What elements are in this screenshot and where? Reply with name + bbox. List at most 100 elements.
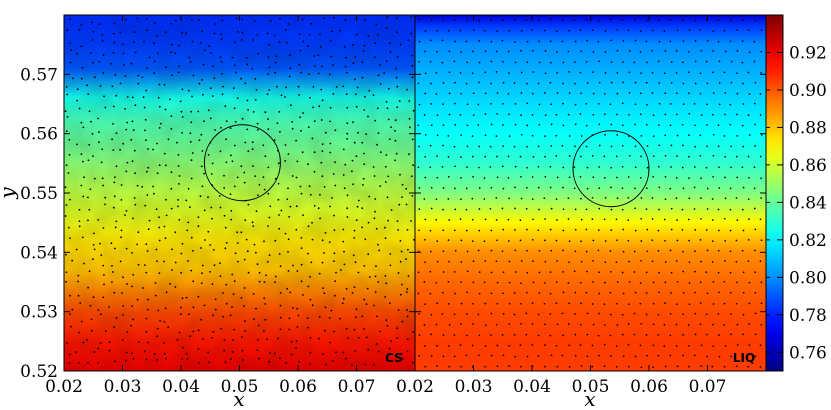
cs-particle — [213, 32, 216, 35]
liq-particle — [603, 365, 606, 368]
cs-particle — [278, 227, 281, 230]
liq-particle — [694, 333, 697, 336]
cs-particle — [410, 175, 413, 178]
liq-particle — [651, 239, 654, 242]
cs-particle — [346, 216, 349, 218]
cs-particle — [212, 249, 215, 251]
liq-particle — [669, 103, 672, 105]
liq-particle — [585, 228, 588, 231]
liq-particle — [526, 186, 528, 189]
liq-particle — [663, 323, 666, 326]
cs-particle — [307, 163, 309, 166]
liq-particle — [424, 365, 427, 368]
cs-particle — [256, 349, 259, 352]
cs-particle — [361, 207, 364, 210]
liq-particle — [700, 177, 702, 180]
liq-particle — [448, 345, 450, 347]
liq-particle — [418, 18, 421, 21]
liq-particle — [568, 261, 570, 264]
liq-particle — [484, 155, 487, 158]
cs-particle — [164, 164, 167, 167]
cs-particle — [329, 106, 332, 109]
cs-particle — [80, 121, 83, 124]
liq-particle — [454, 165, 456, 168]
cs-particle — [76, 143, 78, 146]
liq-particle — [538, 123, 541, 126]
liq-particle — [531, 134, 534, 137]
cs-particle — [379, 330, 382, 333]
liq-particle — [472, 302, 474, 305]
cs-particle — [311, 238, 314, 241]
liq-particle — [555, 134, 558, 137]
cs-particle — [111, 271, 114, 273]
liq-particle — [598, 207, 601, 210]
liq-particle — [748, 218, 750, 220]
liq-particle — [580, 155, 582, 158]
liq-particle — [748, 51, 751, 54]
cs-particle — [218, 195, 221, 197]
liq-particle — [537, 82, 540, 85]
cs-particle — [363, 44, 366, 47]
liq-particle — [574, 145, 576, 148]
liq-particle — [628, 71, 631, 74]
liq-particle — [466, 250, 469, 253]
cs-particle — [100, 161, 103, 164]
cs-particle — [364, 238, 367, 241]
cs-particle — [122, 142, 125, 145]
liq-particle — [694, 291, 696, 294]
cs-particle — [240, 77, 243, 80]
liq-particle — [699, 323, 702, 326]
cs-particle — [198, 361, 200, 364]
liq-particle — [735, 239, 738, 242]
liq-particle — [748, 176, 750, 179]
cs-particle — [144, 264, 146, 266]
cs-particle — [125, 128, 128, 131]
cs-particle — [300, 129, 302, 132]
liq-particle — [526, 145, 528, 148]
cs-particle — [279, 17, 281, 20]
cs-particle — [201, 272, 203, 274]
liq-particle — [568, 176, 571, 179]
liq-particle — [747, 239, 750, 241]
liq-particle — [520, 302, 522, 305]
cs-particle — [378, 64, 381, 66]
liq-particle — [693, 186, 696, 189]
cs-particle — [114, 247, 116, 250]
liq-particle — [585, 60, 588, 63]
liq-particle — [448, 71, 451, 74]
liq-particle — [417, 82, 420, 85]
cs-particle — [219, 150, 222, 153]
cs-particle — [207, 154, 210, 156]
cs-particle — [388, 42, 391, 45]
liq-particle — [711, 113, 714, 116]
liq-particle — [465, 187, 468, 190]
cs-panel: CS — [64, 15, 415, 371]
cs-particle — [266, 260, 269, 263]
cs-particle — [91, 132, 94, 135]
cs-particle — [306, 317, 309, 319]
cs-particle — [134, 203, 137, 206]
cs-particle — [211, 162, 214, 165]
liq-particle — [561, 312, 564, 315]
liq-particle — [712, 92, 715, 94]
liq-particle — [454, 249, 457, 252]
cs-particle — [342, 85, 344, 88]
liq-particle — [664, 261, 667, 263]
liq-particle — [675, 323, 678, 326]
liq-particle — [741, 61, 744, 64]
liq-particle — [651, 260, 654, 263]
liq-particle — [430, 103, 433, 105]
cs-particle — [384, 296, 386, 298]
cs-particle — [190, 110, 193, 113]
liq-particle — [489, 145, 492, 148]
liq-particle — [753, 102, 756, 105]
liq-particle — [634, 145, 637, 148]
cs-particle — [320, 161, 323, 164]
cs-particle — [269, 351, 271, 354]
cs-particle — [367, 115, 369, 118]
cs-particle — [204, 239, 206, 241]
cs-particle — [131, 305, 134, 307]
liq-particle — [496, 365, 499, 368]
cs-particle — [182, 346, 184, 349]
cs-particle — [399, 43, 402, 46]
